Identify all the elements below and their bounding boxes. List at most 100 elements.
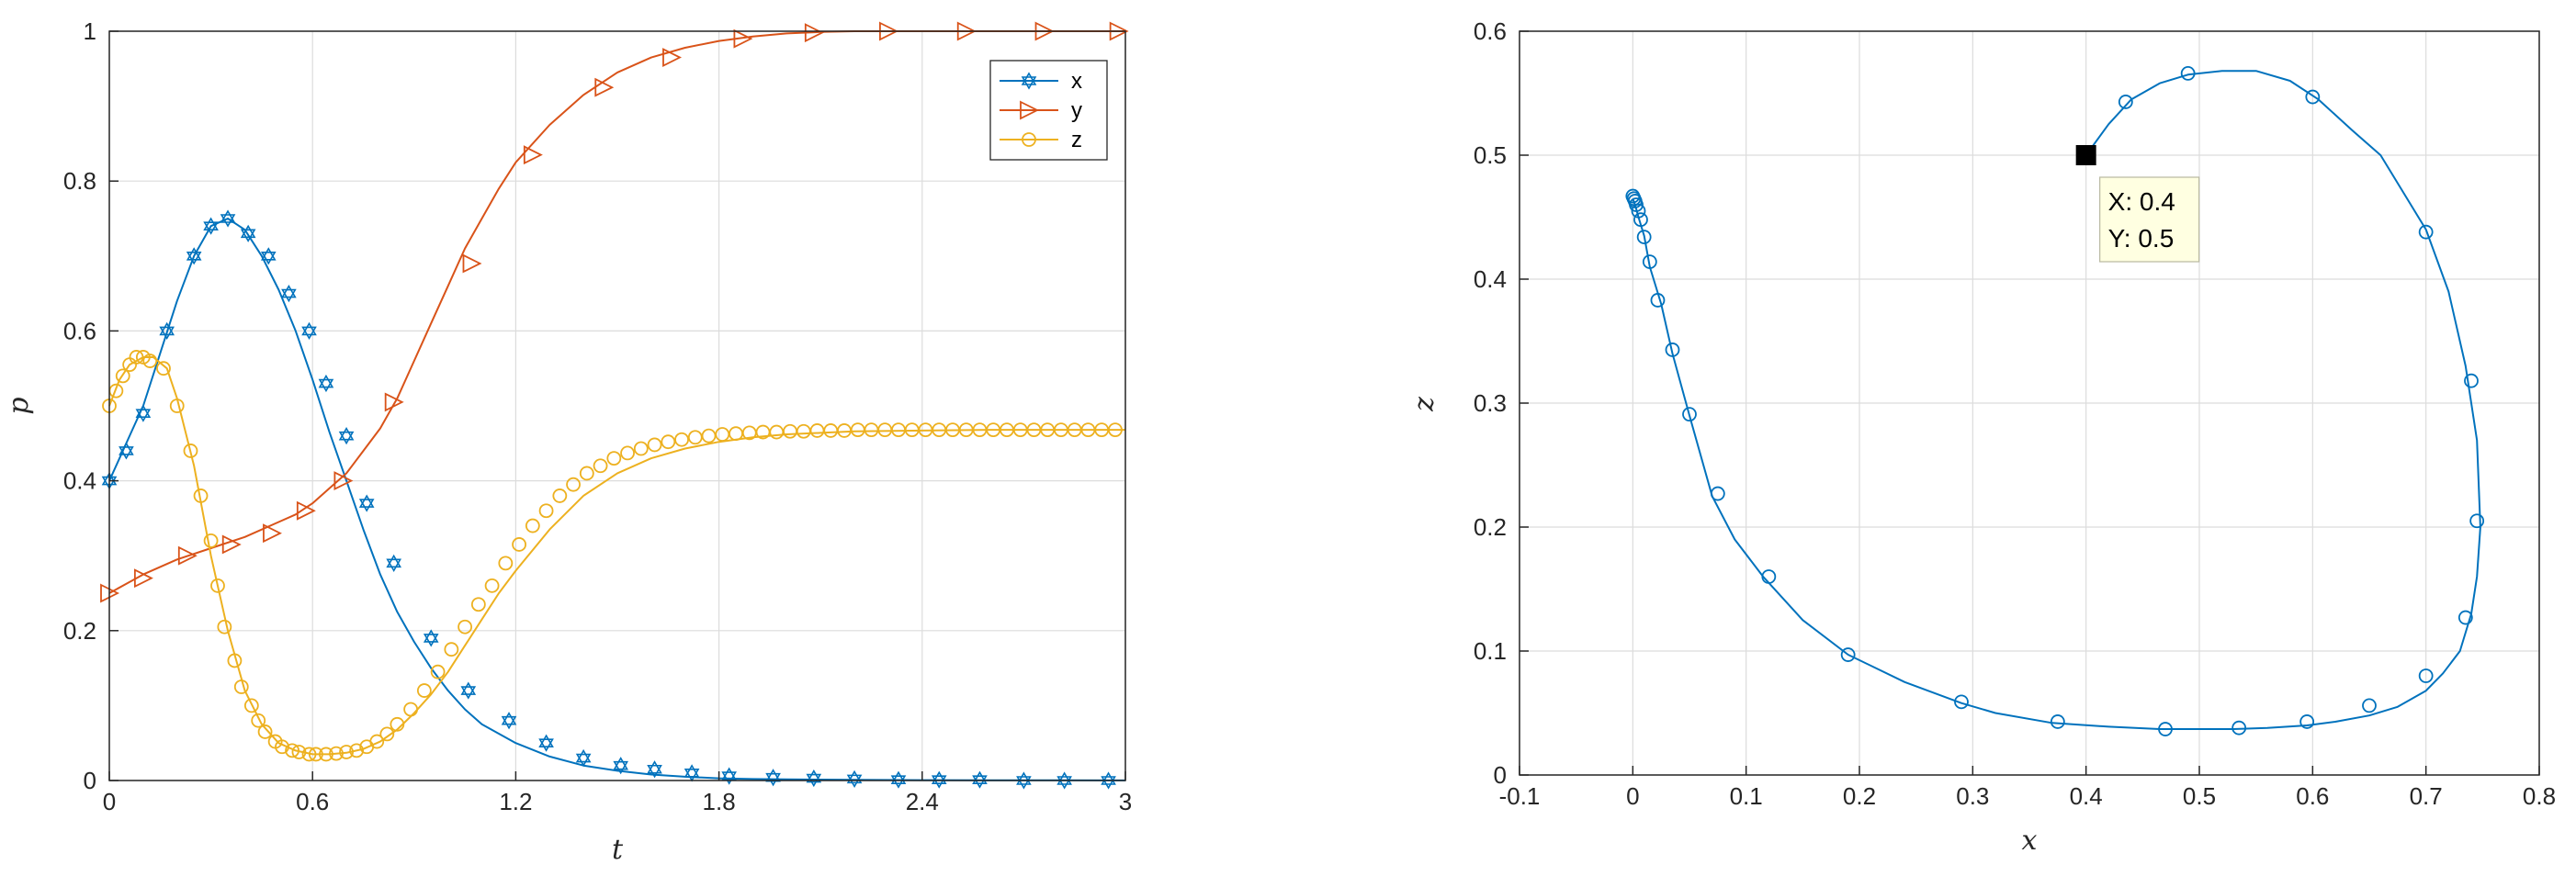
- left-point-x: [281, 285, 297, 303]
- right-ytick-label: 0.4: [1474, 265, 1507, 293]
- left-point-x: [721, 767, 737, 785]
- right-point-1: [1761, 569, 1777, 584]
- left-point-x: [931, 770, 947, 789]
- left-plot-area: [109, 31, 1125, 781]
- legend-label-z: z: [1071, 128, 1082, 152]
- right-xtick-label: 0: [1626, 782, 1639, 810]
- left-point-y: [594, 77, 615, 97]
- left-xtick-label: 1.2: [499, 788, 532, 815]
- legend-marker-y: [1020, 100, 1040, 120]
- left-point-z: [291, 745, 307, 759]
- left-point-z: [203, 533, 219, 548]
- left-point-x: [890, 770, 907, 789]
- right-point-1: [2158, 722, 2173, 736]
- legend-marker-x: [1021, 72, 1037, 90]
- left-point-z: [135, 350, 151, 365]
- right-xtick-label: -0.1: [1499, 782, 1541, 810]
- left-point-x: [460, 681, 477, 700]
- left-point-x: [186, 247, 202, 265]
- left-xtick-label: 3: [1119, 788, 1132, 815]
- left-series-z: [102, 350, 1125, 762]
- right-xtick-label: 0.2: [1843, 782, 1876, 810]
- right-point-1: [2305, 89, 2321, 105]
- left-point-y: [384, 392, 404, 412]
- left-point-x: [203, 217, 219, 235]
- right-tick-labels: -0.1 0 0.1 0.2 0.3 0.4 0.5 0.6 0.7 0.800.10.20.30…: [1474, 17, 2556, 810]
- left-point-z: [257, 724, 273, 739]
- left-point-x: [301, 321, 317, 340]
- left-point-x: [318, 374, 334, 393]
- right-point-1: [2469, 513, 2485, 529]
- left-point-z: [701, 428, 717, 444]
- left-point-z: [275, 739, 289, 755]
- right-ytick-label: 0.2: [1474, 513, 1507, 541]
- right-point-1: [1665, 343, 1680, 357]
- left-point-z: [633, 441, 649, 456]
- left-series-group: [100, 21, 1129, 790]
- right-xtick-label: 0.1: [1730, 782, 1763, 810]
- left-point-x: [220, 209, 236, 228]
- datatip-box: [2099, 176, 2200, 263]
- right-point-1: [2118, 95, 2133, 109]
- left-point-z: [552, 489, 568, 503]
- right-point-1: [2457, 610, 2473, 625]
- left-point-z: [525, 518, 540, 533]
- left-series-line-y: [108, 30, 1125, 594]
- left-series-line-z: [108, 356, 1125, 756]
- left-point-x: [260, 247, 277, 265]
- right-ytick-label: 0: [1494, 761, 1507, 789]
- left-point-x: [240, 224, 256, 242]
- left-point-z: [593, 458, 608, 474]
- right-xtick-label: 0.3: [1956, 782, 1989, 810]
- right-xtick-label: 0.5: [2183, 782, 2216, 810]
- right-point-1: [2050, 714, 2065, 729]
- left-point-z: [444, 642, 459, 657]
- left-point-z: [498, 556, 514, 571]
- left-point-z: [129, 350, 144, 365]
- left-point-z: [566, 477, 581, 492]
- right-point-1: [1642, 254, 1657, 270]
- right-point-1: [2418, 224, 2434, 240]
- right-point-1: [1650, 293, 1666, 308]
- left-point-z: [210, 578, 225, 593]
- right-ytick-label: 0.5: [1474, 141, 1507, 169]
- legend-label-x: x: [1071, 69, 1082, 94]
- left-point-z: [169, 399, 185, 413]
- left-point-x: [575, 748, 592, 768]
- right-ytick-label: 0.3: [1474, 389, 1507, 417]
- left-point-x: [972, 770, 988, 789]
- left-xtick-label: 0: [103, 788, 116, 815]
- right-point-1: [1625, 188, 1641, 204]
- left-ytick-label: 0.2: [63, 617, 96, 645]
- left-legend: xyz: [989, 60, 1108, 161]
- datatip-y-text: Y: 0.5: [2108, 224, 2175, 253]
- datatip[interactable]: X: 0.4 Y: 0.5: [2075, 145, 2200, 263]
- left-series-line-x: [108, 218, 1126, 781]
- legend-entry-x: x: [1000, 69, 1082, 94]
- datatip-marker[interactable]: [2075, 145, 2096, 165]
- legend-marker-z: [1022, 132, 1036, 147]
- left-point-z: [606, 451, 622, 466]
- left-xtick-label: 0.6: [296, 788, 329, 815]
- right-ylabel: z: [1408, 397, 1441, 412]
- right-xtick-label: 0.8: [2523, 782, 2556, 810]
- left-series-x: [101, 209, 1126, 790]
- left-point-z: [484, 578, 500, 593]
- right-point-1: [2180, 66, 2196, 81]
- left-axes-box: [108, 30, 1126, 781]
- left-point-x: [386, 554, 401, 572]
- left-chart: 0 0.6 1.2 1.8 2.4 3 0 0.2 0.4 0.6 0.8 1 t p xyz: [3, 17, 1132, 866]
- right-point-1: [1682, 407, 1697, 422]
- left-point-z: [379, 726, 395, 742]
- right-point-1: [1710, 486, 1725, 501]
- right-series-group: [1625, 66, 2485, 736]
- right-xtick-label: 0.7: [2410, 782, 2443, 810]
- right-point-1: [1954, 694, 1969, 710]
- left-tick-labels: 0 0.6 1.2 1.8 2.4 3 0 0.2 0.4 0.6 0.8 1: [63, 17, 1132, 815]
- left-point-z: [308, 747, 323, 762]
- left-ytick-label: 0.6: [63, 317, 96, 344]
- right-point-1: [1631, 203, 1646, 219]
- left-point-y: [733, 28, 753, 49]
- left-point-z: [512, 537, 526, 552]
